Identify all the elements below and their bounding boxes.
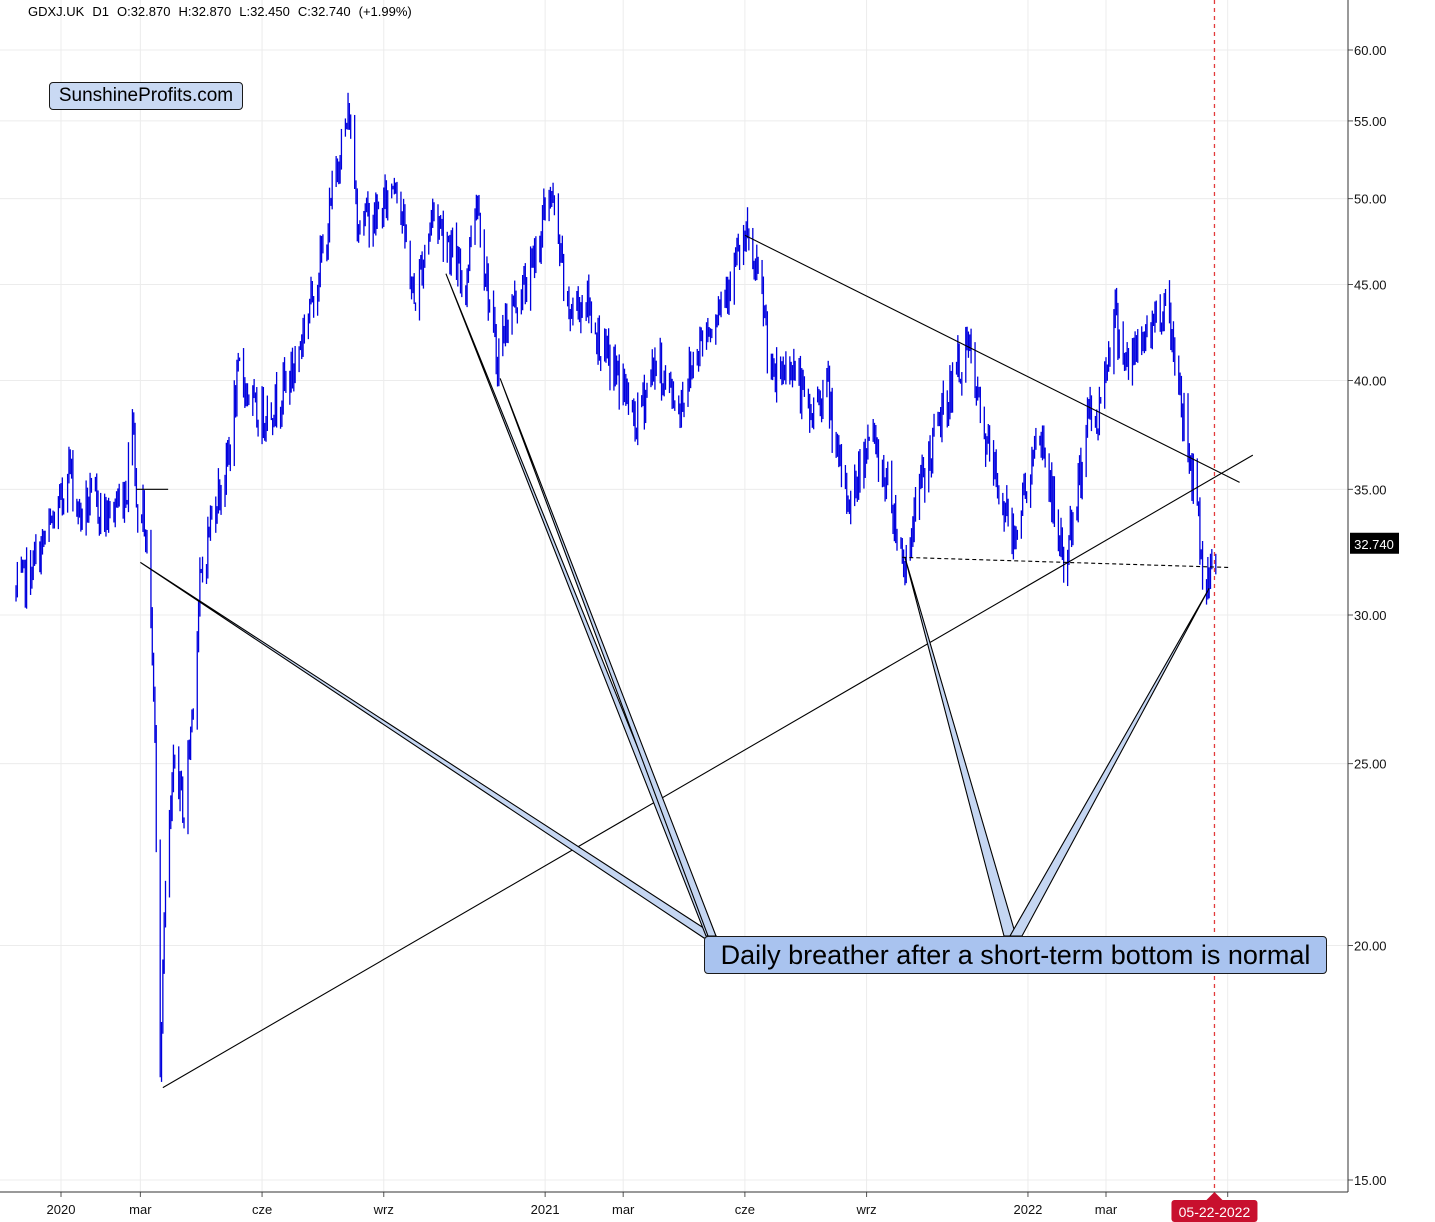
markers: 05-22-2022 32.740 xyxy=(1171,0,1399,1222)
x-tick-label: cze xyxy=(735,1202,755,1217)
callout-wedge xyxy=(140,561,718,939)
x-tick-label: mar xyxy=(129,1202,152,1217)
y-tick-label: 50.00 xyxy=(1354,192,1387,207)
y-tick-label: 15.00 xyxy=(1354,1173,1387,1188)
callout-wedge xyxy=(904,557,1017,937)
last-price-label: 32.740 xyxy=(1354,537,1394,552)
y-tick-label: 30.00 xyxy=(1354,608,1387,623)
x-tick-label: mar xyxy=(612,1202,635,1217)
open-value: O:32.870 xyxy=(116,4,171,19)
low-value: L:32.450 xyxy=(239,4,290,19)
y-tick-label: 25.00 xyxy=(1354,757,1387,772)
interval: D1 xyxy=(92,4,109,19)
x-tick-label: wrz xyxy=(373,1202,394,1217)
callout-wedge xyxy=(499,378,717,937)
change-value: (+1.99%) xyxy=(358,4,412,19)
grid-layer xyxy=(0,0,1348,1192)
y-tick-label: 45.00 xyxy=(1354,277,1387,292)
annotation-callouts xyxy=(140,273,1210,939)
trendline-horizontal xyxy=(902,556,1231,569)
symbol-name: GDXJ.UK xyxy=(28,4,85,19)
last-price-badge xyxy=(1350,532,1399,554)
x-tick-label: 2021 xyxy=(531,1202,560,1217)
cursor-arrow xyxy=(1206,1192,1223,1200)
trendline-support xyxy=(162,454,1254,1089)
cursor-date-label: 05-22-2022 xyxy=(1179,1204,1251,1220)
x-tick-label: mar xyxy=(1095,1202,1118,1217)
x-tick-label: 2020 xyxy=(47,1202,76,1217)
trendlines xyxy=(136,234,1254,1089)
y-tick-label: 55.00 xyxy=(1354,114,1387,129)
x-tick-label: 2022 xyxy=(1013,1202,1042,1217)
watermark-logo: SunshineProfits.com xyxy=(49,82,243,110)
y-tick-label: 60.00 xyxy=(1354,43,1387,58)
trendline-resistance xyxy=(744,234,1240,483)
annotation-text-box: Daily breather after a short-term bottom… xyxy=(704,936,1327,974)
price-bars xyxy=(15,92,1217,1082)
x-tick-label: wrz xyxy=(855,1202,876,1217)
callout-wedge xyxy=(1009,587,1210,937)
close-value: C:32.740 xyxy=(297,4,351,19)
y-tick-label: 20.00 xyxy=(1354,939,1387,954)
y-tick-label: 40.00 xyxy=(1354,374,1387,389)
x-tick-label: cze xyxy=(252,1202,272,1217)
axes: 60.00 55.00 50.00 45.00 40.00 35.00 30.00 25.00… xyxy=(0,0,1387,1217)
y-tick-label: 35.00 xyxy=(1354,482,1387,497)
symbol-header: GDXJ.UK D1 O:32.870 H:32.870 L:32.450 C:32.74… xyxy=(28,4,420,19)
cursor-date-badge xyxy=(1171,1200,1258,1222)
high-value: H:32.870 xyxy=(178,4,232,19)
